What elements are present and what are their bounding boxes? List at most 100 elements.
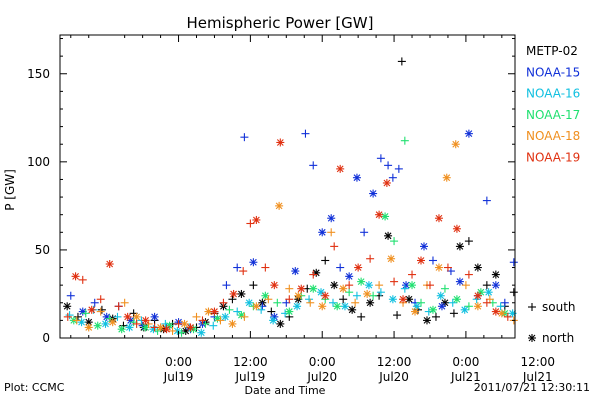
- marker-stroke: [181, 320, 188, 328]
- data-point: [181, 326, 190, 335]
- legend-entry: METP-02: [526, 44, 578, 58]
- data-point: [291, 267, 300, 276]
- data-point: [318, 302, 327, 311]
- marker-stroke: [78, 318, 85, 326]
- marker-stroke: [321, 292, 329, 300]
- data-point: [437, 302, 446, 311]
- data-point: [73, 312, 82, 321]
- marker-stroke: [528, 334, 536, 342]
- marker-stroke: [399, 295, 407, 303]
- data-point: [276, 138, 285, 147]
- data-point: [294, 291, 303, 300]
- marker-stroke: [317, 288, 325, 296]
- marker-stroke: [456, 278, 464, 286]
- data-point: [233, 263, 242, 272]
- data-point: [249, 281, 258, 290]
- data-point: [484, 288, 493, 297]
- data-point: [366, 254, 375, 263]
- data-point: [327, 228, 336, 237]
- data-point: [375, 281, 384, 290]
- data-point: [329, 298, 337, 307]
- data-point: [390, 237, 399, 246]
- marker-stroke: [389, 295, 397, 303]
- data-point: [382, 178, 391, 187]
- x-tick-label-time: 0:00: [452, 355, 479, 369]
- data-point: [473, 302, 482, 311]
- marker-stroke: [387, 255, 395, 263]
- data-point: [90, 298, 99, 307]
- data-point: [357, 277, 366, 286]
- marker-stroke: [375, 211, 383, 219]
- x-tick-label-time: 12:00: [377, 355, 412, 369]
- marker-stroke: [318, 302, 326, 310]
- data-point: [149, 325, 158, 334]
- marker-stroke: [63, 302, 71, 310]
- data-point: [461, 281, 470, 290]
- marker-stroke: [339, 285, 347, 293]
- x-tick-label-time: 0:00: [165, 355, 192, 369]
- data-point: [388, 295, 397, 304]
- data-point: [297, 284, 306, 293]
- data-point: [84, 323, 93, 332]
- x-tick-label-date: Jul20: [378, 370, 409, 384]
- data-point: [225, 305, 234, 314]
- data-point: [237, 289, 246, 298]
- data-point: [434, 263, 443, 272]
- data-point: [388, 173, 397, 182]
- data-point: [219, 298, 228, 307]
- marker-stroke: [435, 214, 443, 222]
- data-point: [352, 291, 361, 300]
- marker-stroke: [190, 325, 197, 333]
- data-point: [340, 302, 349, 311]
- data-point: [285, 295, 294, 304]
- data-point: [330, 242, 339, 251]
- data-point: [464, 237, 473, 246]
- marker-stroke: [402, 281, 410, 289]
- marker-stroke: [492, 308, 500, 315]
- data-point: [132, 312, 141, 321]
- data-point: [78, 275, 87, 284]
- marker-stroke: [72, 272, 79, 280]
- data-point: [180, 319, 189, 328]
- data-point: [252, 302, 261, 311]
- data-point: [357, 312, 366, 321]
- data-point: [65, 311, 74, 320]
- data-point: [442, 173, 451, 182]
- marker-stroke: [456, 243, 464, 250]
- marker-stroke: [363, 290, 371, 298]
- data-point: [443, 263, 452, 272]
- data-point: [412, 302, 421, 311]
- data-point: [436, 291, 445, 300]
- legend-marker-label: south: [542, 300, 576, 314]
- data-point: [376, 288, 385, 297]
- data-point: [327, 214, 336, 223]
- data-point: [464, 302, 473, 311]
- marker-stroke: [157, 324, 164, 331]
- marker-stroke: [461, 306, 469, 314]
- x-tick-label-date: Jul21: [450, 370, 481, 384]
- data-point: [197, 328, 206, 337]
- marker-stroke: [438, 302, 446, 310]
- marker-stroke: [88, 306, 96, 314]
- data-point: [192, 312, 201, 321]
- data-point: [434, 214, 443, 223]
- marker-stroke: [474, 292, 482, 300]
- marker-stroke: [275, 202, 283, 210]
- marker-stroke: [79, 308, 87, 315]
- data-point: [509, 258, 518, 267]
- marker-stroke: [276, 320, 284, 328]
- data-point: [96, 295, 105, 304]
- data-point: [240, 312, 249, 321]
- marker-stroke: [249, 258, 257, 266]
- marker-stroke: [465, 130, 473, 138]
- data-point: [425, 281, 434, 290]
- marker-stroke: [437, 292, 445, 300]
- marker-stroke: [492, 271, 500, 278]
- y-tick-label: 100: [27, 155, 50, 169]
- data-point: [257, 305, 266, 314]
- data-point: [345, 272, 354, 281]
- data-point: [451, 140, 460, 149]
- marker-stroke: [124, 313, 132, 321]
- data-point: [252, 215, 261, 224]
- data-point: [228, 319, 237, 328]
